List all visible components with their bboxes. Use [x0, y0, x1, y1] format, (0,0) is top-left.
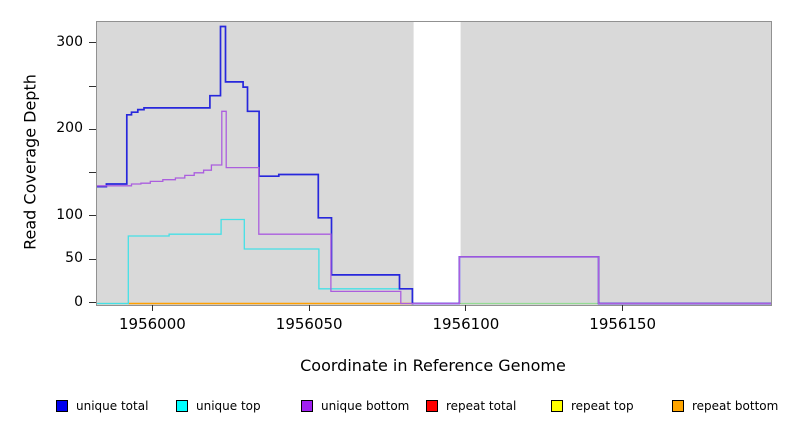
y-axis-tick [89, 258, 96, 260]
x-axis-tick-label: 1956100 [432, 315, 500, 333]
y-axis-tick [89, 302, 96, 303]
y-axis-tick-label: 50 [65, 250, 83, 267]
y-axis-tick-label: 100 [56, 206, 83, 223]
x-axis-tick-label: 1956000 [118, 315, 186, 333]
legend-item-unique-bottom: unique bottom [301, 398, 409, 413]
legend-item-unique-total: unique total [56, 398, 148, 413]
x-axis-tick [308, 305, 310, 311]
legend-item-repeat-bottom: repeat bottom [672, 398, 778, 413]
legend-swatch-repeat-top [551, 399, 563, 412]
legend-item-repeat-total: repeat total [426, 398, 516, 413]
y-axis-tick-label: 300 [56, 33, 83, 50]
legend: unique total unique top unique bottom re… [0, 398, 792, 418]
x-axis-tick-label: 1956150 [589, 315, 657, 333]
series-unique-bottom [97, 110, 771, 305]
x-axis-tick [622, 305, 624, 311]
y-axis-tick [89, 172, 96, 174]
legend-item-repeat-top: repeat top [551, 398, 634, 413]
coverage-gap-region [413, 22, 461, 305]
y-axis-title: Read Coverage Depth [20, 74, 40, 250]
y-axis-tick-label: 0 [74, 293, 83, 310]
y-axis-tick [89, 42, 96, 44]
legend-swatch-repeat-total [426, 399, 438, 412]
legend-swatch-unique-total [56, 399, 68, 412]
x-axis-title: Coordinate in Reference Genome [300, 356, 566, 375]
series-unique-top [97, 218, 414, 305]
legend-swatch-unique-bottom [301, 399, 313, 412]
legend-label: unique top [196, 398, 261, 413]
x-axis-tick [465, 305, 467, 311]
chart-canvas [97, 22, 771, 305]
legend-label: unique bottom [321, 398, 410, 413]
legend-swatch-repeat-bottom [672, 399, 684, 412]
y-axis-tick-label: 200 [56, 120, 83, 137]
legend-swatch-unique-top [176, 399, 188, 412]
legend-label: repeat bottom [692, 398, 779, 413]
legend-label: unique total [76, 398, 149, 413]
legend-item-unique-top: unique top [176, 398, 261, 413]
legend-label: repeat total [446, 398, 517, 413]
x-axis-tick [151, 305, 153, 311]
plot-area [96, 21, 772, 306]
legend-label: repeat top [571, 398, 634, 413]
x-axis-tick-label: 1956050 [275, 315, 343, 333]
y-axis-tick [89, 85, 96, 87]
y-axis-tick [89, 215, 96, 217]
series-unique-total [97, 25, 771, 305]
y-axis-tick [89, 128, 96, 130]
